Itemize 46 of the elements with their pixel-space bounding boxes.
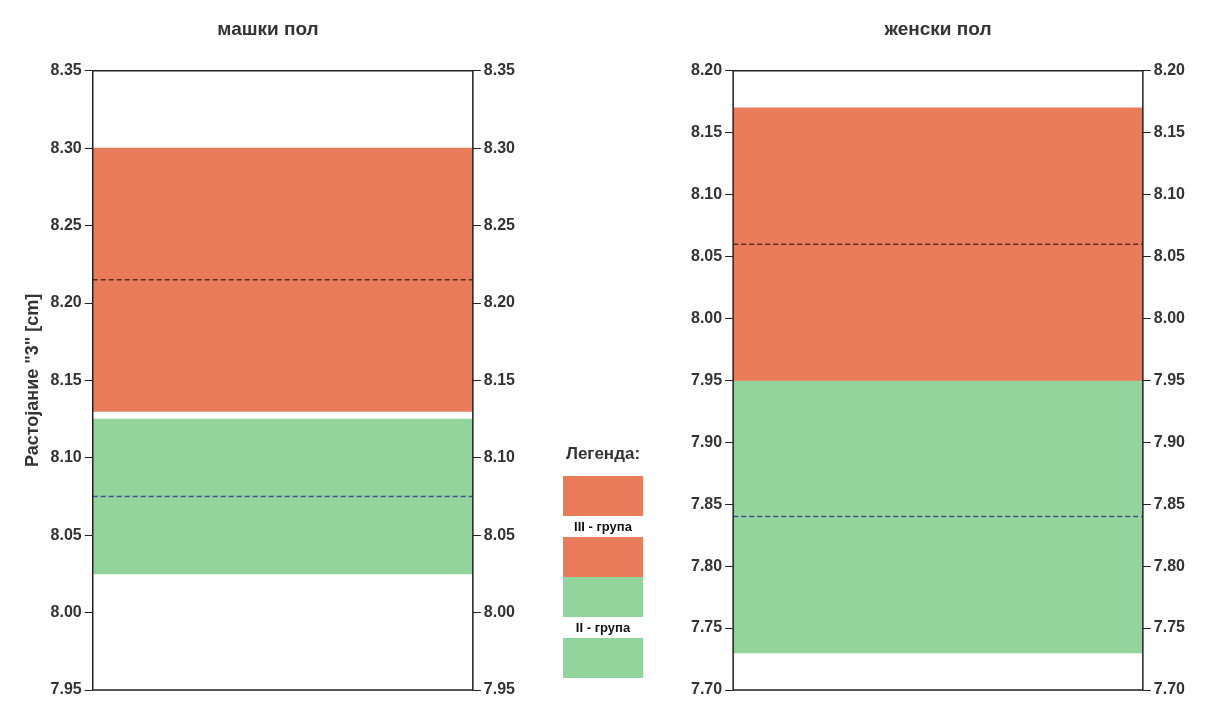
y2-tick-label: 7.80: [1153, 556, 1186, 574]
y-axis-title: Растојание "3" [cm]: [21, 293, 42, 468]
y-tick-label: 7.75: [691, 618, 723, 636]
y-tick-label: 8.00: [691, 308, 723, 326]
y2-tick-label: 8.00: [483, 603, 516, 621]
y-tick-label: 8.00: [50, 603, 82, 621]
y-tick-label: 8.15: [691, 123, 723, 141]
y2-tick-label: 7.95: [1153, 370, 1186, 388]
text: III - група: [574, 518, 632, 536]
y-tick-label: 8.20: [50, 293, 82, 311]
y2-tick-label: 7.70: [1153, 680, 1186, 698]
y-tick-label: 8.35: [50, 61, 82, 79]
y2-tick-label: 8.20: [1153, 61, 1186, 79]
y2-tick-label: 7.90: [1153, 432, 1186, 450]
y-tick-label: 8.10: [50, 448, 82, 466]
y2-tick-label: 8.15: [1153, 123, 1186, 141]
y-tick-label: 7.85: [691, 494, 723, 512]
y2-tick-label: 8.15: [483, 370, 516, 388]
y2-tick-label: 7.95: [483, 680, 516, 698]
y2-tick-label: 7.85: [1153, 494, 1186, 512]
y2-tick-label: 8.05: [483, 525, 516, 543]
y-tick-label: 7.95: [50, 680, 82, 698]
y2-tick-label: 8.10: [483, 448, 516, 466]
y-tick-label: 7.80: [691, 556, 723, 574]
y2-tick-label: 8.25: [483, 216, 516, 234]
y-tick-label: 8.25: [50, 216, 82, 234]
chart-title: женски пол: [883, 17, 992, 39]
y2-tick-label: 8.05: [1153, 246, 1186, 264]
y2-tick-label: 8.10: [1153, 185, 1186, 203]
y-tick-label: 8.15: [50, 370, 82, 388]
y2-tick-label: 8.00: [1153, 308, 1186, 326]
y2-tick-label: 8.30: [483, 138, 516, 156]
y-tick-label: 8.10: [691, 185, 723, 203]
y2-tick-label: 7.75: [1153, 618, 1186, 636]
y-tick-label: 8.05: [691, 246, 723, 264]
y2-tick-label: 8.20: [483, 293, 516, 311]
text: II - група: [575, 619, 631, 637]
y-tick-label: 7.95: [691, 370, 723, 388]
y2-tick-label: 8.35: [483, 61, 516, 79]
y-tick-label: 8.30: [50, 138, 82, 156]
y-tick-label: 8.05: [50, 525, 82, 543]
y-tick-label: 7.70: [691, 680, 723, 698]
chart-title: машки пол: [217, 17, 319, 39]
y-tick-label: 7.90: [691, 432, 723, 450]
y-tick-label: 8.20: [691, 61, 723, 79]
legend-title: Легенда:: [565, 444, 641, 464]
